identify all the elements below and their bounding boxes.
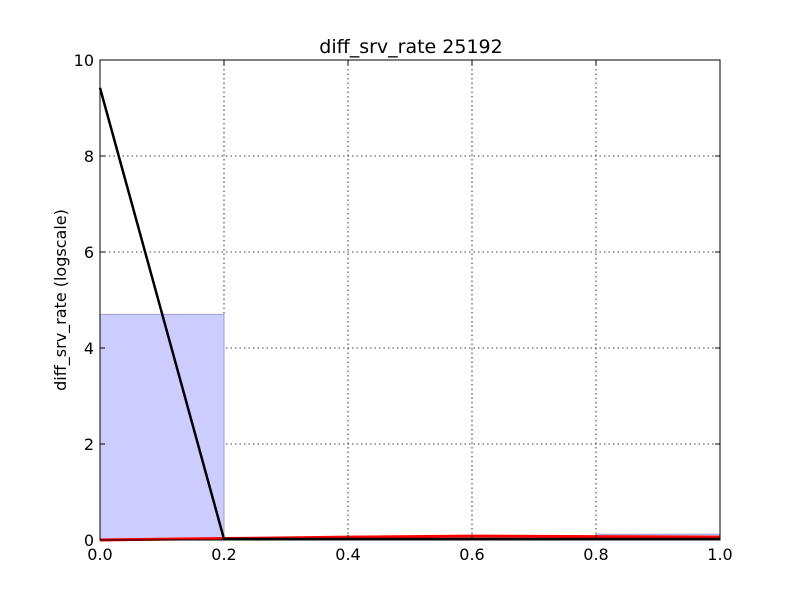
axis-ticks — [99, 59, 721, 541]
y-tick-label: 2 — [84, 435, 94, 454]
y-tick-label: 6 — [84, 243, 94, 262]
x-tick-label: 0.6 — [459, 545, 484, 564]
series-line-red — [99, 534, 721, 542]
histogram-bar — [99, 313, 225, 541]
y-tick-label: 10 — [74, 51, 94, 70]
chart-title: diff_srv_rate 25192 — [319, 36, 502, 58]
series-line-black — [98, 87, 720, 541]
x-tick-label: 0.4 — [335, 545, 360, 564]
y-tick-label: 0 — [84, 531, 94, 550]
x-tick-labels: 0.0 0.2 0.4 0.6 0.8 1.0 — [87, 545, 732, 564]
y-tick-label: 4 — [84, 339, 94, 358]
y-tick-labels: 0 2 4 6 8 10 — [74, 51, 94, 550]
y-axis-label: diff_srv_rate (logscale) — [51, 209, 71, 391]
x-tick-label: 0.8 — [583, 545, 608, 564]
x-tick-label: 0.2 — [211, 545, 236, 564]
y-tick-label: 8 — [84, 147, 94, 166]
x-tick-label: 1.0 — [707, 545, 732, 564]
x-tick-label: 0.0 — [87, 545, 112, 564]
series-lines — [98, 87, 721, 542]
plot-frame — [99, 59, 721, 541]
